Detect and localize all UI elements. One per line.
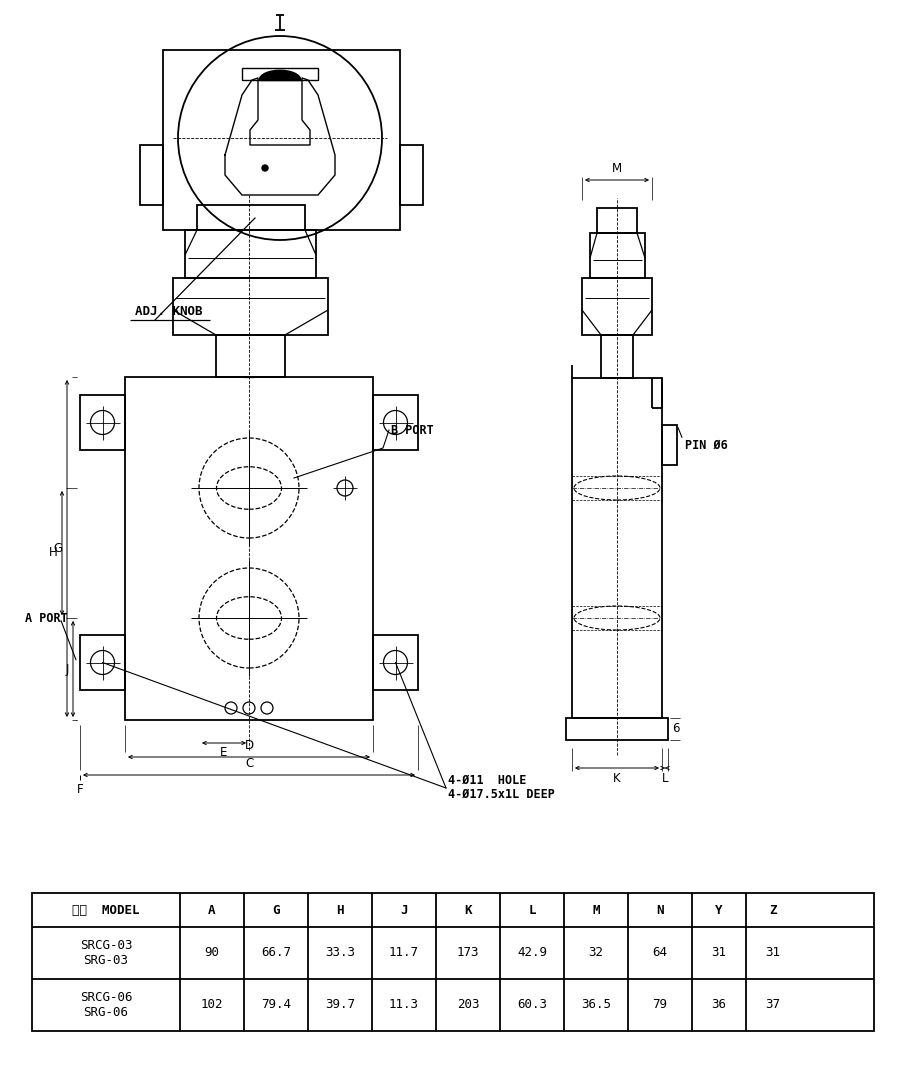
Text: PIN Ø6: PIN Ø6 xyxy=(685,438,728,451)
Text: 31: 31 xyxy=(711,946,727,959)
Bar xyxy=(32,893,874,1031)
Text: 64: 64 xyxy=(652,946,668,959)
Bar xyxy=(662,425,677,465)
Text: M: M xyxy=(612,162,622,175)
Text: E: E xyxy=(220,746,227,759)
Text: Y: Y xyxy=(715,904,723,917)
Bar xyxy=(400,145,423,205)
Bar xyxy=(590,233,645,278)
Bar xyxy=(216,335,285,377)
Text: 4-Ø17.5x1L DEEP: 4-Ø17.5x1L DEEP xyxy=(448,787,554,800)
Text: 36: 36 xyxy=(711,998,727,1012)
Text: J: J xyxy=(65,663,69,676)
Text: 33.3: 33.3 xyxy=(325,946,355,959)
Bar xyxy=(566,718,668,740)
Text: L: L xyxy=(528,904,535,917)
Text: 36.5: 36.5 xyxy=(581,998,611,1012)
Text: K: K xyxy=(464,904,472,917)
Text: SRCG-03
SRG-03: SRCG-03 SRG-03 xyxy=(80,938,132,967)
Text: Z: Z xyxy=(769,904,776,917)
Bar xyxy=(80,395,125,450)
Text: 39.7: 39.7 xyxy=(325,998,355,1012)
Text: 203: 203 xyxy=(457,998,479,1012)
Bar xyxy=(140,145,163,205)
Text: ADJ. KNOB: ADJ. KNOB xyxy=(135,305,203,318)
Bar xyxy=(163,50,400,230)
Bar xyxy=(373,635,418,690)
Bar xyxy=(582,278,652,335)
Text: 6: 6 xyxy=(672,723,680,736)
Bar xyxy=(597,208,637,233)
Text: F: F xyxy=(77,783,83,796)
Bar xyxy=(173,278,328,335)
Bar xyxy=(197,205,305,230)
Text: 32: 32 xyxy=(589,946,603,959)
Text: 102: 102 xyxy=(201,998,223,1012)
Text: 173: 173 xyxy=(457,946,479,959)
Text: N: N xyxy=(656,904,664,917)
Bar xyxy=(125,377,373,720)
Text: B PORT: B PORT xyxy=(391,424,434,436)
Text: H: H xyxy=(336,904,343,917)
Text: G: G xyxy=(272,904,280,917)
Text: 31: 31 xyxy=(766,946,780,959)
Bar xyxy=(185,230,316,278)
Text: K: K xyxy=(613,772,621,785)
Text: 66.7: 66.7 xyxy=(261,946,291,959)
Text: A PORT: A PORT xyxy=(25,611,68,625)
Bar xyxy=(242,68,318,80)
Text: D: D xyxy=(245,739,254,752)
Text: J: J xyxy=(400,904,408,917)
Text: H: H xyxy=(49,546,58,559)
Text: 型式  MODEL: 型式 MODEL xyxy=(72,904,140,917)
Text: 42.9: 42.9 xyxy=(517,946,547,959)
Circle shape xyxy=(262,165,268,171)
Text: SRCG-06
SRG-06: SRCG-06 SRG-06 xyxy=(80,991,132,1019)
Text: 11.7: 11.7 xyxy=(389,946,419,959)
Text: 79.4: 79.4 xyxy=(261,998,291,1012)
Bar xyxy=(572,378,662,718)
Text: 90: 90 xyxy=(205,946,219,959)
Text: A: A xyxy=(208,904,216,917)
Text: 37: 37 xyxy=(766,998,780,1012)
Text: M: M xyxy=(593,904,600,917)
Text: G: G xyxy=(53,542,63,555)
Bar xyxy=(80,635,125,690)
Text: L: L xyxy=(661,772,669,785)
Text: 11.3: 11.3 xyxy=(389,998,419,1012)
Text: 4-Ø11  HOLE: 4-Ø11 HOLE xyxy=(448,774,526,787)
Text: C: C xyxy=(245,756,253,770)
Text: 79: 79 xyxy=(652,998,668,1012)
Text: 60.3: 60.3 xyxy=(517,998,547,1012)
Bar xyxy=(601,335,633,378)
Bar xyxy=(373,395,418,450)
